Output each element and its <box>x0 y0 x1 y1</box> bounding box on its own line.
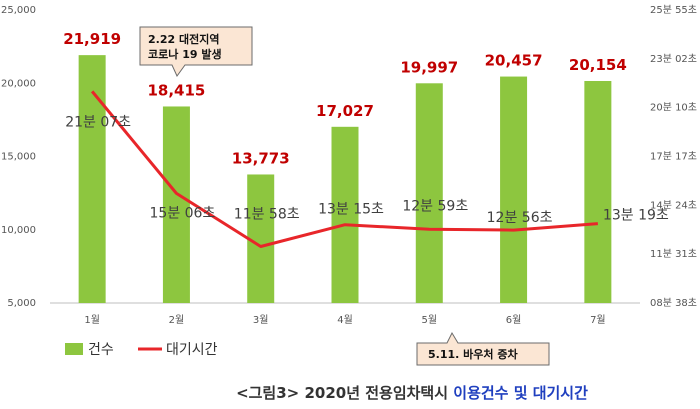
callout-voucher-box <box>416 331 550 366</box>
line-labels: 21분 07초 15분 06초 11분 58초 13분 15초 12분 59초 12분 5… <box>65 114 669 226</box>
right-tick-label: 17분 17초 <box>650 151 697 163</box>
right-tick-label: 20분 10초 <box>650 102 697 114</box>
bar-value-label: 13,773 <box>232 149 290 167</box>
left-tick-label: 25,000 <box>1 5 36 16</box>
bar-value-label: 18,415 <box>147 81 205 99</box>
legend-swatch-bar <box>65 343 83 355</box>
left-tick-label: 10,000 <box>1 225 36 236</box>
right-tick-label: 23분 02초 <box>650 53 697 65</box>
wait-time-line <box>90 90 598 248</box>
left-tick-label: 20,000 <box>1 78 36 89</box>
line-layer <box>90 90 598 248</box>
callout-corona-line2: 코로나 19 발생 <box>148 47 222 61</box>
callout-voucher-text: 5.11. 바우처 증차 <box>428 347 518 361</box>
wait-time-label: 21분 07초 <box>65 114 131 130</box>
left-tick-label: 15,000 <box>1 152 36 163</box>
legend-label-wait: 대기시간 <box>166 342 218 358</box>
wait-time-label: 15분 06초 <box>150 205 216 221</box>
wait-time-label: 12분 59초 <box>402 198 468 214</box>
x-ticks: 1월 2월 3월 4월 5월 6월 7월 <box>84 314 605 326</box>
x-tick-label: 3월 <box>253 314 269 326</box>
right-tick-label: 25분 55초 <box>650 4 697 16</box>
wait-time-label: 13분 15초 <box>318 202 384 218</box>
caption-highlight: 이용건수 및 대기시간 <box>453 384 588 402</box>
bar-2 <box>162 106 190 304</box>
left-tick-label: 5,000 <box>7 298 36 309</box>
callout-corona: 2.22 대전지역 코로나 19 발생 <box>139 26 253 77</box>
bar-labels: 21,919 18,415 13,773 17,027 19,997 20,457 20,1… <box>63 30 627 167</box>
figure-caption: <그림3> 2020년 전용임차택시 이용건수 및 대기시간 <box>236 384 588 402</box>
x-tick-label: 2월 <box>169 314 185 326</box>
bar-6 <box>500 76 528 303</box>
right-tick-label: 14분 24초 <box>650 199 697 211</box>
x-tick-label: 1월 <box>84 314 100 326</box>
legend-label-count: 건수 <box>88 342 114 358</box>
bar-value-label: 19,997 <box>400 58 458 76</box>
right-axis: 08분 38초 11분 31초 14분 24초 17분 17초 20분 10초 23분 0… <box>650 4 697 309</box>
x-tick-label: 5월 <box>422 314 438 326</box>
bar-1 <box>78 55 106 303</box>
bar-value-label: 20,457 <box>485 52 543 70</box>
bar-value-label: 17,027 <box>316 102 374 120</box>
callout-voucher: 5.11. 바우처 증차 <box>416 331 550 366</box>
callout-corona-box <box>139 26 253 77</box>
right-tick-label: 08분 38초 <box>650 297 697 309</box>
wait-time-label: 11분 58초 <box>234 206 300 222</box>
wait-time-label: 12분 56초 <box>487 210 553 226</box>
left-axis: 5,000 10,000 15,000 20,000 25,000 <box>1 5 36 309</box>
caption-prefix: <그림3> 2020년 전용임차택시 <box>236 384 453 402</box>
x-tick-label: 6월 <box>506 314 522 326</box>
bar-value-label: 21,919 <box>63 30 121 48</box>
bar-4 <box>331 126 359 304</box>
bar-5 <box>415 83 443 304</box>
bar-3 <box>247 174 275 303</box>
bar-value-label: 20,154 <box>569 56 627 74</box>
x-tick-label: 4월 <box>337 314 353 326</box>
x-tick-label: 7월 <box>590 314 606 326</box>
legend: 건수 대기시간 <box>65 342 218 358</box>
bar-7 <box>584 80 612 303</box>
right-tick-label: 11분 31초 <box>650 248 697 260</box>
wait-time-label: 13분 19초 <box>603 208 669 224</box>
callout-corona-line1: 2.22 대전지역 <box>148 32 219 46</box>
bars <box>78 55 612 304</box>
